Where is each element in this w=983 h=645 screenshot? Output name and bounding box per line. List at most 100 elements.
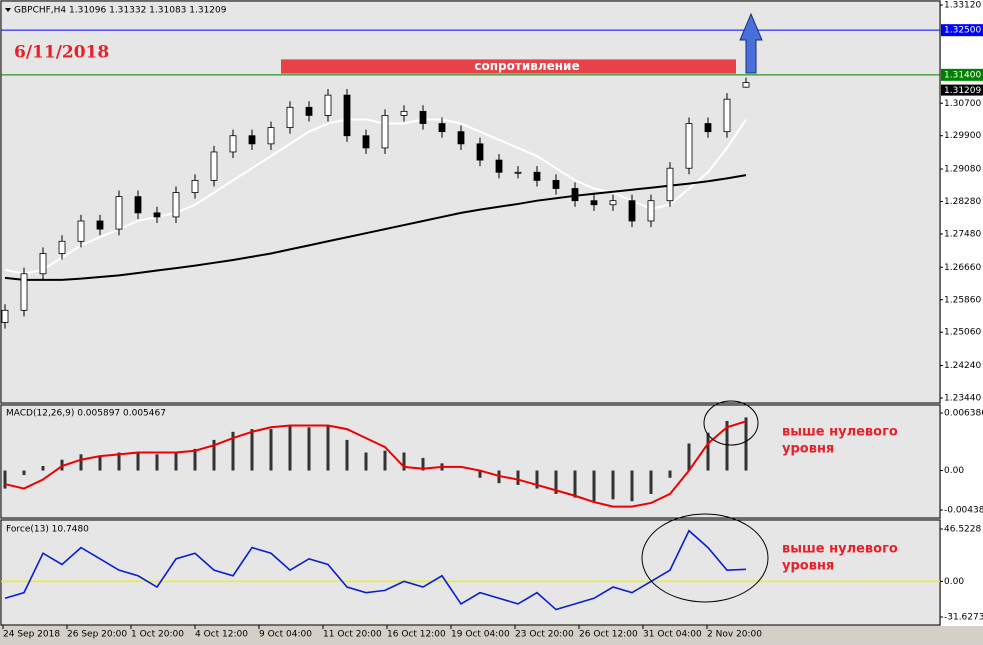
macd-bar [41, 466, 45, 471]
candle-body [134, 196, 142, 214]
macd-bar [383, 450, 387, 471]
annotation: выше нулевого [782, 542, 898, 557]
candle-body [172, 192, 180, 218]
macd-bar [79, 454, 83, 471]
signal-line [4, 420, 747, 508]
date-label: 6/11/2018 [14, 43, 109, 63]
macd-bar [326, 425, 330, 471]
x-tick-label: 31 Oct 04:00 [643, 630, 702, 640]
macd-bar [421, 457, 425, 471]
candle-body [381, 115, 389, 149]
candle-body [476, 143, 484, 161]
macd-bar [630, 470, 634, 502]
candle-body [647, 200, 655, 222]
candle-body [438, 123, 446, 133]
annotation: выше нулевого [782, 425, 898, 440]
y-tick-label: 0.00 [944, 466, 964, 476]
annotation: уровня [782, 442, 834, 457]
y-tick-label: 1.27480 [944, 229, 981, 239]
candle-body [609, 200, 617, 206]
macd-bar [744, 417, 748, 471]
candle-body [58, 240, 66, 254]
macd-bar [288, 425, 292, 471]
macd-bar [345, 439, 349, 471]
candle-body [248, 135, 256, 145]
x-tick-label: 16 Oct 12:00 [387, 630, 446, 640]
macd-bar [307, 427, 311, 471]
candle-body [210, 151, 218, 181]
x-tick-label: 19 Oct 04:00 [451, 630, 510, 640]
candle-body [552, 179, 560, 189]
macd-bar [250, 429, 254, 471]
macd-bar [98, 456, 102, 471]
y-tick-label: 1.25060 [944, 328, 981, 338]
candle-body [400, 110, 408, 116]
y-tick-label: -31.6273 [944, 613, 983, 623]
macd-bar [649, 470, 653, 494]
candle-body [457, 131, 465, 145]
macd-bar [516, 470, 520, 485]
macd-panel [0, 404, 941, 519]
candle-body [571, 188, 579, 202]
macd-bar [478, 470, 482, 478]
level-label: 1.31400 [944, 70, 981, 80]
candle-body [96, 220, 104, 230]
y-tick-label: 1.29080 [944, 165, 981, 175]
macd-bar [22, 470, 26, 476]
candle-body [419, 110, 427, 124]
price-tag [941, 84, 983, 96]
candle-body [704, 123, 712, 133]
y-tick-label: 1.26660 [944, 263, 981, 273]
candle-body [533, 171, 541, 181]
up-arrow [739, 12, 763, 74]
candle-body [685, 123, 693, 169]
x-tick-label: 9 Oct 04:00 [259, 630, 312, 640]
candle-body [723, 98, 731, 133]
y-tick-label: 1.29900 [944, 131, 981, 141]
resistance-zone [281, 59, 736, 74]
level-tag [941, 24, 983, 37]
level-label: 1.32500 [944, 26, 981, 36]
candle-body [514, 171, 522, 174]
macd-bar [402, 452, 406, 471]
x-tick-label: 11 Oct 20:00 [323, 630, 382, 640]
price-axis [941, 0, 983, 626]
candle-body [628, 200, 636, 222]
macd-bar [611, 470, 615, 500]
resistance-label: сопротивление [474, 59, 579, 73]
x-tick-label: 23 Oct 20:00 [515, 630, 574, 640]
price-label: 1.31209 [944, 86, 981, 96]
candle-body [191, 179, 199, 193]
x-tick-label: 24 Sep 2018 [3, 630, 60, 640]
candle-body [324, 94, 332, 116]
candle-body [362, 135, 370, 149]
macd-bar [687, 443, 691, 471]
annotation: уровня [782, 559, 834, 574]
candle-body [590, 200, 598, 206]
panel-title: Force(13) 10.7480 [6, 525, 89, 535]
macd-bar [725, 420, 729, 471]
y-tick-label: 1.24240 [944, 361, 981, 371]
candle-body [742, 82, 750, 88]
highlight-ellipse [703, 400, 759, 446]
candle-body [267, 127, 275, 145]
macd-bar [554, 470, 558, 494]
x-tick-label: 2 Nov 20:00 [707, 630, 762, 640]
candle-body [39, 253, 47, 275]
x-tick-label: 26 Oct 12:00 [579, 630, 638, 640]
macd-bar [668, 470, 672, 478]
macd-bar [136, 452, 140, 471]
y-tick-label: 1.28280 [944, 197, 981, 207]
candle-body [343, 94, 351, 137]
force-panel [0, 519, 941, 626]
candle-body [20, 273, 28, 311]
candle-body [1, 309, 9, 323]
y-tick-label: -0.00438 [944, 506, 983, 516]
macd-bar [573, 470, 577, 498]
x-tick-label: 4 Oct 12:00 [195, 630, 248, 640]
candle-body [77, 220, 85, 242]
candle-body [666, 167, 674, 202]
macd-bar [706, 432, 710, 471]
macd-bar [364, 452, 368, 471]
y-tick-label: 0.00 [944, 577, 964, 587]
